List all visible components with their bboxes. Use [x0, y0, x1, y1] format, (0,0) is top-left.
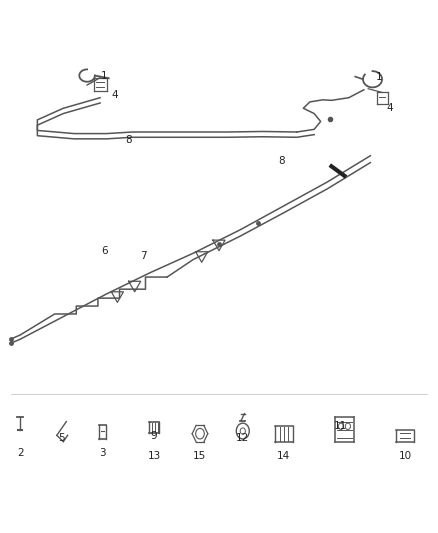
Text: 15: 15 — [193, 451, 206, 462]
Text: 5: 5 — [58, 433, 64, 443]
Text: 6: 6 — [101, 246, 108, 256]
Text: 4: 4 — [112, 90, 119, 100]
Text: 13: 13 — [148, 451, 161, 462]
Text: 12: 12 — [236, 433, 249, 443]
Text: 4: 4 — [386, 103, 393, 114]
Text: 11: 11 — [333, 421, 347, 431]
Text: 2: 2 — [17, 448, 23, 458]
Text: 14: 14 — [277, 451, 290, 462]
Text: 3: 3 — [99, 448, 106, 458]
Text: 10: 10 — [399, 451, 412, 462]
Text: 8: 8 — [279, 156, 285, 166]
Text: 1: 1 — [376, 71, 382, 82]
Text: 7: 7 — [140, 251, 147, 261]
Text: 1: 1 — [101, 70, 108, 80]
Text: 9: 9 — [151, 431, 157, 441]
Text: 8: 8 — [125, 135, 131, 145]
